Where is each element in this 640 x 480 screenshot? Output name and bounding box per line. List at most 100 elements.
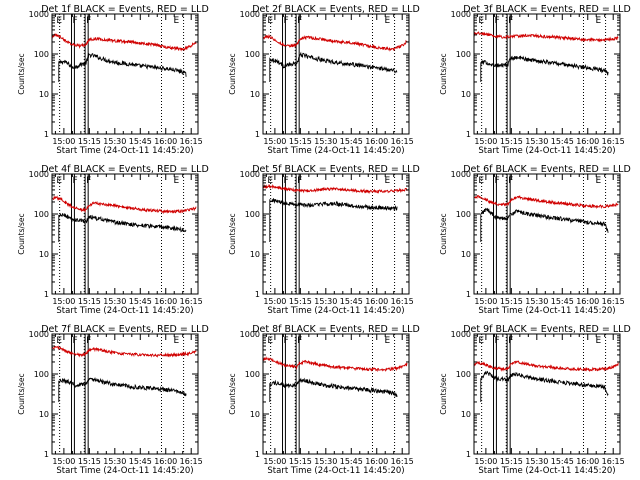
x-axis-label: Start Time (24-Oct-11 14:45:20): [56, 306, 193, 316]
x-tick-label: 15:15: [78, 457, 101, 466]
y-axis-label: Counts/sec: [228, 213, 237, 254]
flag-marker: F: [284, 336, 289, 346]
x-tick-label: 15:15: [289, 457, 312, 466]
events-series-line: [269, 51, 398, 82]
y-tick-label: 10: [250, 410, 260, 419]
x-tick-label: 16:15: [180, 297, 203, 306]
x-tick-label: 16:15: [602, 297, 625, 306]
x-axis-label: Start Time (24-Oct-11 14:45:20): [478, 466, 615, 476]
x-tick-label: 15:30: [103, 297, 126, 306]
y-tick-label: 100: [456, 50, 471, 59]
x-tick-label: 15:00: [263, 137, 286, 146]
x-tick-label: 15:00: [474, 297, 497, 306]
x-tick-label: 15:45: [551, 137, 574, 146]
y-tick-label: 1: [44, 450, 49, 459]
flag-marker: E: [267, 336, 273, 346]
x-tick-label: 15:15: [289, 137, 312, 146]
events-series-line: [480, 55, 609, 82]
interval-box: [493, 173, 497, 295]
x-tick-label: 16:15: [391, 297, 414, 306]
flag-marker: F: [73, 176, 78, 186]
x-tick-label: 15:45: [551, 297, 574, 306]
x-tick-label: 15:15: [500, 297, 523, 306]
flag-marker: E: [478, 336, 484, 346]
interval-box: [71, 173, 75, 295]
x-tick-label: 15:45: [340, 297, 363, 306]
flag-marker: E: [174, 176, 180, 186]
x-tick-label: 15:00: [52, 297, 75, 306]
flag-marker: E: [385, 16, 391, 26]
plot-frame: [51, 13, 199, 135]
interval-box: [493, 333, 497, 455]
flag-marker: E: [596, 176, 602, 186]
interval-box: [295, 173, 300, 295]
x-tick-label: 15:45: [340, 137, 363, 146]
y-tick-label: 10: [461, 410, 471, 419]
x-axis-label: Start Time (24-Oct-11 14:45:20): [267, 306, 404, 316]
lld-series-line: [262, 34, 408, 52]
flag-marker: E: [56, 176, 62, 186]
events-series-line: [58, 212, 187, 242]
x-tick-label: 15:15: [78, 137, 101, 146]
interval-box: [84, 13, 89, 135]
flag-marker: F: [495, 16, 500, 26]
flag-marker: F: [86, 336, 91, 346]
lld-series-line: [473, 194, 619, 210]
x-tick-label: 16:15: [180, 457, 203, 466]
x-tick-label: 15:45: [129, 297, 152, 306]
lld-series-line: [473, 360, 619, 372]
plot-frame: [262, 13, 410, 135]
x-tick-label: 16:00: [365, 137, 388, 146]
interval-box: [295, 333, 300, 455]
y-tick-label: 1: [44, 290, 49, 299]
y-axis-label: Counts/sec: [439, 373, 448, 414]
y-axis-label: Counts/sec: [17, 373, 26, 414]
y-tick-label: 10: [39, 410, 49, 419]
y-axis-label: Counts/sec: [228, 53, 237, 94]
flag-marker: E: [596, 336, 602, 346]
events-series-line: [480, 370, 609, 402]
x-tick-label: 15:45: [340, 457, 363, 466]
x-tick-label: 15:15: [289, 297, 312, 306]
flag-marker: E: [174, 16, 180, 26]
y-tick-label: 1000: [240, 170, 260, 179]
x-tick-label: 16:00: [154, 137, 177, 146]
x-tick-label: 16:15: [602, 137, 625, 146]
x-tick-label: 15:30: [103, 457, 126, 466]
lld-series-line: [262, 183, 408, 195]
panel-title: Det 4f BLACK = Events, RED = LLD: [41, 164, 209, 175]
x-tick-label: 15:00: [263, 457, 286, 466]
x-tick-label: 15:00: [52, 137, 75, 146]
x-tick-label: 15:30: [525, 457, 548, 466]
y-tick-label: 10: [250, 90, 260, 99]
x-tick-label: 15:30: [525, 137, 548, 146]
x-axis-label: Start Time (24-Oct-11 14:45:20): [56, 466, 193, 476]
interval-box: [506, 333, 511, 455]
flag-marker: F: [284, 176, 289, 186]
x-tick-label: 16:15: [602, 457, 625, 466]
flag-marker: F: [297, 336, 302, 346]
lld-series-line: [51, 345, 197, 358]
lld-series-line: [51, 33, 197, 52]
flag-marker: E: [267, 176, 273, 186]
interval-box: [282, 333, 286, 455]
y-axis-label: Counts/sec: [439, 213, 448, 254]
y-tick-label: 100: [34, 370, 49, 379]
y-tick-label: 1: [255, 130, 260, 139]
y-tick-label: 1000: [451, 330, 471, 339]
flag-marker: E: [385, 336, 391, 346]
plot-frame: [262, 173, 410, 295]
flag-marker: E: [56, 16, 62, 26]
x-tick-label: 15:00: [474, 457, 497, 466]
y-tick-label: 10: [250, 250, 260, 259]
flag-marker: E: [478, 16, 484, 26]
x-axis-label: Start Time (24-Oct-11 14:45:20): [56, 146, 193, 156]
x-axis-label: Start Time (24-Oct-11 14:45:20): [267, 466, 404, 476]
x-tick-label: 15:30: [314, 297, 337, 306]
x-tick-label: 16:00: [576, 297, 599, 306]
x-tick-label: 16:00: [365, 297, 388, 306]
x-axis-label: Start Time (24-Oct-11 14:45:20): [478, 146, 615, 156]
x-tick-label: 15:15: [500, 457, 523, 466]
